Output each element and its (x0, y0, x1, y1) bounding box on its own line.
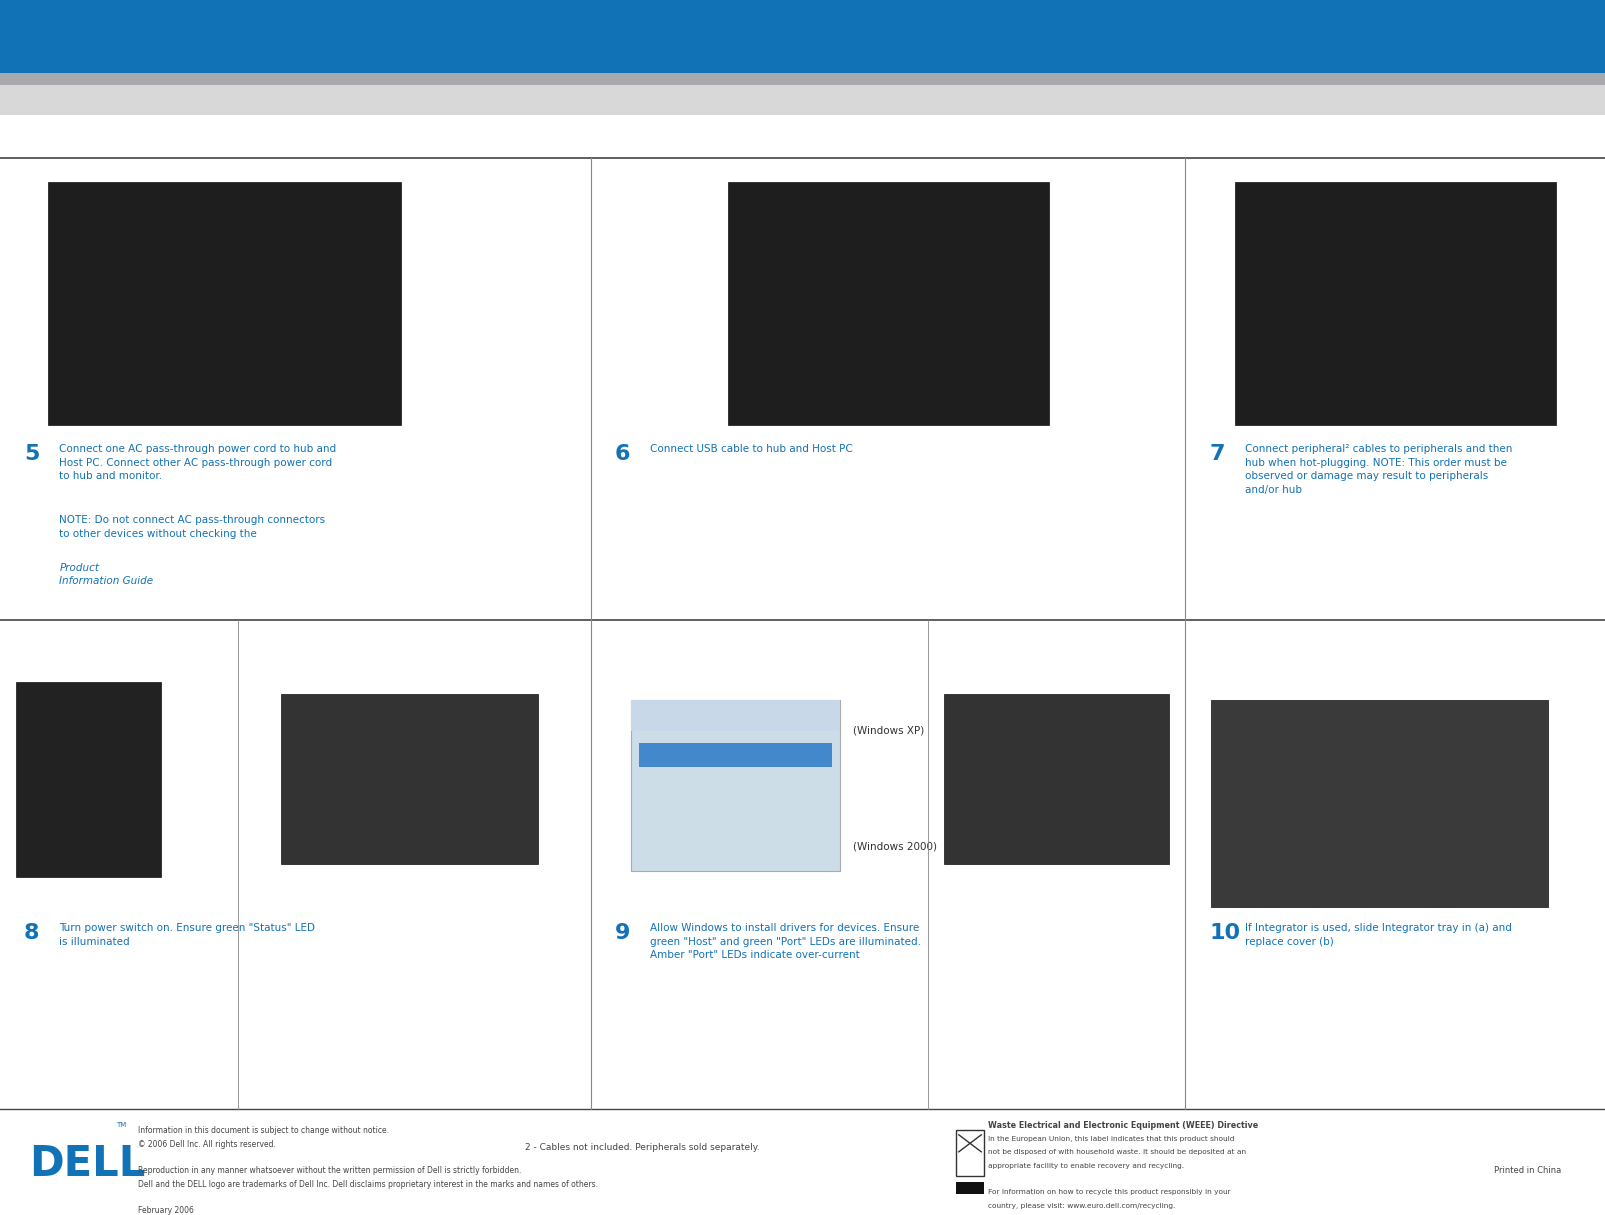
Bar (639, 742, 831, 768)
Text: Connect USB cable to hub and Host PC: Connect USB cable to hub and Host PC (650, 445, 852, 454)
Text: © 2006 Dell Inc. All rights reserved.: © 2006 Dell Inc. All rights reserved. (138, 1140, 276, 1148)
Text: Dell and the DELL logo are trademarks of Dell Inc. Dell disclaims proprietary in: Dell and the DELL logo are trademarks of… (138, 1180, 597, 1188)
Text: Waste Electrical and Electronic Equipment (WEEE) Directive: Waste Electrical and Electronic Equipmen… (987, 1121, 1257, 1130)
Text: Connect one AC pass-through power cord to hub and
Host PC. Connect other AC pass: Connect one AC pass-through power cord t… (59, 445, 337, 481)
FancyBboxPatch shape (944, 695, 1168, 865)
Text: (b): (b) (1401, 707, 1416, 718)
Bar (0, 85, 1605, 115)
FancyBboxPatch shape (1210, 700, 1547, 906)
Bar (631, 700, 839, 870)
Text: (Windows XP): (Windows XP) (852, 725, 923, 736)
Text: country, please visit: www.euro.dell.com/recycling.: country, please visit: www.euro.dell.com… (987, 1203, 1175, 1209)
Text: Information in this document is subject to change without notice.: Information in this document is subject … (138, 1126, 388, 1135)
Text: In the European Union, this label indicates that this product should: In the European Union, this label indica… (987, 1136, 1233, 1142)
Text: 9: 9 (615, 923, 631, 943)
Bar (955, 1130, 984, 1176)
Text: Product
Information Guide: Product Information Guide (59, 563, 154, 587)
Text: (Windows 2000): (Windows 2000) (852, 841, 936, 852)
Bar (0, 0, 1605, 73)
Text: 2 - Cables not included. Peripherals sold separately.: 2 - Cables not included. Peripherals sol… (525, 1143, 759, 1152)
Bar (0, 73, 1605, 85)
Text: (a): (a) (1262, 810, 1276, 821)
Text: Generic USB Hub: Generic USB Hub (639, 734, 685, 739)
Text: Connect peripheral² cables to peripherals and then
hub when hot-plugging. NOTE: : Connect peripheral² cables to peripheral… (1244, 445, 1510, 495)
Text: Allow Windows to install drivers for devices. Ensure
green "Host" and green "Por: Allow Windows to install drivers for dev… (650, 923, 921, 960)
Text: 5: 5 (24, 445, 40, 464)
Text: Found New Hardware: Found New Hardware (639, 710, 706, 716)
Text: If Integrator is used, slide Integrator tray in (a) and
replace cover (b): If Integrator is used, slide Integrator … (1244, 923, 1510, 946)
Text: TM: TM (116, 1123, 125, 1128)
Text: Printed in China: Printed in China (1493, 1165, 1560, 1175)
FancyBboxPatch shape (281, 695, 538, 865)
Text: 7: 7 (1209, 445, 1225, 464)
Text: 8: 8 (24, 923, 40, 943)
Text: not be disposed of with household waste. It should be deposited at an: not be disposed of with household waste.… (987, 1149, 1245, 1155)
Text: For information on how to recycle this product responsibly in your: For information on how to recycle this p… (987, 1189, 1229, 1196)
Text: Turn power switch on. Ensure green "Status" LED
is illuminated: Turn power switch on. Ensure green "Stat… (59, 923, 315, 946)
Bar (631, 700, 839, 731)
Text: DELL: DELL (29, 1143, 144, 1185)
FancyBboxPatch shape (48, 182, 401, 425)
Text: 10: 10 (1209, 923, 1239, 943)
Bar (955, 1182, 984, 1194)
Text: 6: 6 (615, 445, 631, 464)
Text: NOTE: Do not connect AC pass-through connectors
to other devices without checkin: NOTE: Do not connect AC pass-through con… (59, 515, 326, 539)
Text: Reproduction in any manner whatsoever without the written permission of Dell is : Reproduction in any manner whatsoever wi… (138, 1166, 522, 1175)
Text: appropriate facility to enable recovery and recycling.: appropriate facility to enable recovery … (987, 1163, 1183, 1169)
Text: February 2006: February 2006 (138, 1206, 194, 1215)
FancyBboxPatch shape (1234, 182, 1555, 425)
FancyBboxPatch shape (727, 182, 1048, 425)
FancyBboxPatch shape (16, 683, 161, 877)
